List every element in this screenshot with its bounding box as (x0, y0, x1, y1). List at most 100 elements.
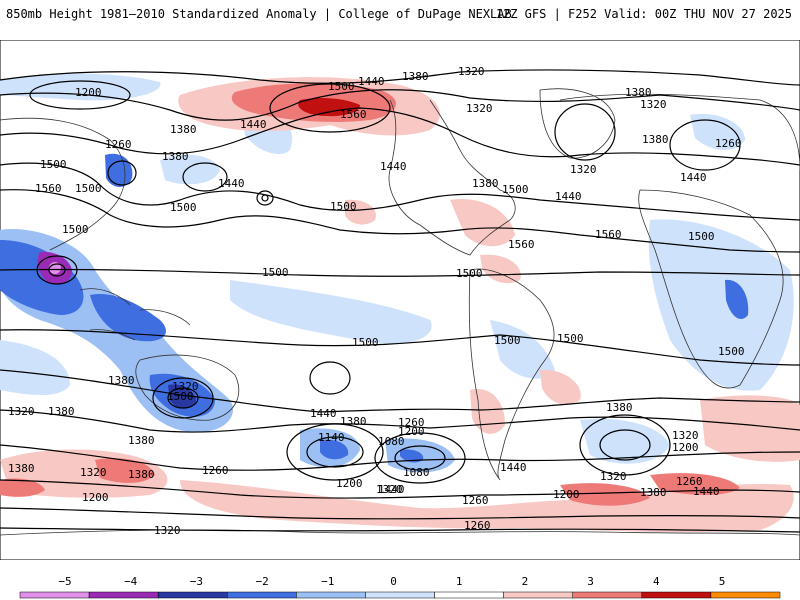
greenland-coast (539, 88, 616, 159)
contour-low-typhoon-inner (48, 263, 66, 277)
contour-1440-north (0, 107, 800, 166)
contour-label: 1500 (167, 390, 194, 403)
pos-anomaly-s-america-west (470, 389, 505, 434)
colorbar-tick-label: −2 (255, 575, 268, 588)
contour-label: 1200 (398, 425, 425, 438)
contour-1500-north (0, 162, 800, 221)
antarctica-coast (0, 529, 800, 536)
contour-label: 1320 (8, 405, 35, 418)
colorbar-swatch (710, 591, 781, 599)
south-america-coast (468, 268, 555, 481)
pos-anomaly-sw (0, 478, 45, 497)
contour-label: 1440 (555, 190, 582, 203)
contour-label: 1320 (154, 524, 181, 537)
map-title: 850mb Height 1981–2010 Standardized Anom… (6, 7, 512, 21)
contour-1320-south (0, 444, 800, 471)
contour-label: 1440 (693, 485, 720, 498)
contour-low-sp2 (374, 432, 466, 484)
contour-label: 1500 (502, 183, 529, 196)
pos-anomaly-s-atlantic (540, 369, 581, 405)
pos-anomaly-southern (180, 480, 794, 533)
contour-label: 1500 (688, 230, 715, 243)
contour-label: 1260 (715, 137, 742, 150)
colorbar-tick-label: 2 (522, 575, 529, 588)
contour-label: 1320 (172, 380, 199, 393)
contour-label: 1080 (403, 466, 430, 479)
contour-label: 1380 (128, 468, 155, 481)
header-bar: 850mb Height 1981–2010 Standardized Anom… (0, 0, 800, 30)
contour-1320-southmost (0, 527, 800, 533)
colorbar-tick-label: 3 (587, 575, 594, 588)
contour-label: 1200 (336, 477, 363, 490)
contour-labels: 1200 1260 1380 1500 1560 1500 1380 1440 … (8, 65, 745, 537)
contour-label: 1500 (328, 80, 355, 93)
pos-anomaly-us-east (450, 199, 515, 247)
contour-1560-north (0, 189, 800, 253)
contour-label: 1380 (48, 405, 75, 418)
neg-anomaly-nw-pacific-core (0, 240, 84, 315)
contour-label: 1080 (378, 435, 405, 448)
contour-label: 1440 (380, 160, 407, 173)
contour-label: 1200 (672, 441, 699, 454)
contour-label: 1380 (606, 401, 633, 414)
contour-label: 1380 (625, 86, 652, 99)
contour-label: 1260 (462, 494, 489, 507)
contour-label: 1500 (557, 332, 584, 345)
contour-label: 1500 (456, 267, 483, 280)
contour-low-sp2-inner (394, 445, 446, 471)
contour-low-sa-inner (599, 429, 651, 461)
contour-label: 1500 (40, 158, 67, 171)
contour-label: 1380 (472, 177, 499, 190)
contour-high-alaska (269, 83, 391, 133)
neg-anomaly-africa (648, 219, 794, 391)
contour-label: 1380 (128, 434, 155, 447)
anomaly-shading (0, 73, 800, 533)
neg-anomaly-s-pacific-core2 (400, 449, 424, 463)
contour-label: 1440 (500, 461, 527, 474)
colorbar-tick-label: 5 (719, 575, 726, 588)
eurasia-coast (0, 93, 800, 251)
contour-low-sa (579, 414, 671, 476)
contour-label: 1260 (105, 138, 132, 151)
colorbar-swatch (503, 591, 573, 599)
contour-1440-south (0, 369, 800, 413)
contour-label: 1500 (170, 201, 197, 214)
contour-label: 1260 (398, 416, 425, 429)
neg-anomaly-europe (690, 113, 745, 150)
contour-label: 1380 (170, 123, 197, 136)
contour-1380-north (0, 89, 800, 121)
neg-anomaly-south-pacific (230, 280, 432, 344)
contour-label: 1320 (600, 470, 627, 483)
contour-label: 1500 (718, 345, 745, 358)
colorbar-tick-label: −5 (58, 575, 71, 588)
neg-anomaly-s-pacific-core (320, 439, 349, 460)
neg-anomaly-aleutian (160, 154, 220, 185)
contour-low-sp1-inner (306, 436, 364, 468)
contour-label: 1560 (35, 182, 62, 195)
contour-label: 1500 (62, 223, 89, 236)
height-contours (0, 69, 800, 533)
contour-1500-mid (0, 268, 800, 277)
contour-label: 1380 (8, 462, 35, 475)
neg-anomaly-indonesia-core (90, 294, 166, 342)
contour-label: 1380 (642, 133, 669, 146)
contour-label: 1380 (162, 150, 189, 163)
contour-label: 1440 (218, 177, 245, 190)
contour-low-sp-small (309, 361, 351, 395)
colorbar-swatch (19, 591, 90, 599)
contour-label: 1440 (378, 483, 405, 496)
anomaly-map: 1200 1260 1380 1500 1560 1500 1380 1440 … (0, 40, 800, 560)
colorbar-swatch (434, 591, 504, 599)
contour-low-bering (107, 160, 137, 186)
colorbar-swatch (88, 591, 159, 599)
colorbar-swatch (227, 591, 297, 599)
coastlines (0, 88, 800, 536)
neg-anomaly-australia-inner (168, 384, 196, 409)
contour-label: 1440 (240, 118, 267, 131)
model-run-label: 12Z GFS | F252 Valid: 00Z THU NOV 27 202… (495, 7, 792, 21)
contour-label: 1500 (330, 200, 357, 213)
contour-1200-south (0, 507, 800, 520)
contour-1380-south (0, 409, 800, 433)
contour-label: 1320 (376, 483, 403, 496)
contour-label: 1260 (202, 464, 229, 477)
